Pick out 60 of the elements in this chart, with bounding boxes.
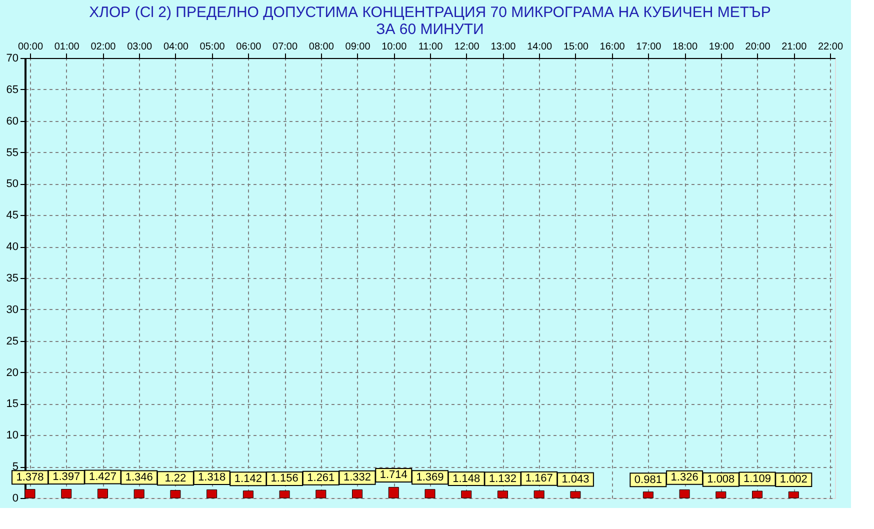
data-label: 1.142	[234, 472, 262, 485]
x-tick-label: 02:00	[90, 42, 116, 52]
x-tick-label: 13:00	[490, 42, 516, 52]
y-tick-label: 10	[6, 430, 18, 442]
data-label: 1.109	[744, 473, 772, 486]
data-label: 1.397	[52, 471, 80, 484]
x-tick-label: 17:00	[636, 42, 662, 52]
data-label: 1.714	[380, 469, 408, 482]
x-tick-label: 09:00	[345, 42, 371, 52]
y-tick-label: 70	[6, 52, 18, 64]
data-label: 1.261	[307, 472, 335, 484]
y-tick-label: 55	[6, 146, 18, 159]
data-label: 1.378	[16, 471, 44, 484]
x-tick-label: 11:00	[418, 42, 444, 52]
x-tick-label: 05:00	[200, 42, 226, 52]
y-tick-label: 30	[6, 304, 18, 316]
text: ЗА 60 МИНУТИ	[376, 21, 484, 38]
x-tick-label: 07:00	[272, 42, 298, 52]
data-label: 1.156	[270, 472, 298, 485]
y-tick-label: 45	[6, 210, 18, 222]
x-tick-label: 01:00	[54, 42, 80, 52]
data-label: 1.326	[670, 472, 698, 484]
data-label: 0.981	[634, 474, 662, 486]
data-label: 1.427	[88, 471, 116, 484]
y-tick-label: 35	[6, 272, 18, 284]
data-label: 1.332	[344, 472, 372, 484]
y-tick-label: 25	[6, 335, 18, 348]
x-tick-label: 00:00	[18, 42, 44, 52]
y-tick-label: 15	[6, 398, 18, 410]
data-label: 1.346	[125, 472, 153, 484]
data-label: 1.22	[164, 472, 186, 484]
x-tick-label: 12:00	[454, 42, 480, 52]
data-label: 1.369	[416, 471, 444, 484]
x-tick-label: 04:00	[163, 42, 189, 52]
x-tick-label: 03:00	[127, 42, 153, 52]
y-tick-label: 65	[6, 84, 18, 96]
data-label: 1.008	[707, 474, 735, 486]
y-tick-label: 20	[6, 366, 18, 379]
data-label: 1.148	[452, 472, 480, 485]
data-label: 1.132	[488, 472, 516, 485]
x-tick-label: 08:00	[308, 42, 334, 52]
data-label: 1.043	[562, 473, 590, 486]
x-tick-label: 06:00	[236, 42, 262, 52]
data-label: 1.167	[525, 472, 553, 485]
text: ХЛОР (Cl 2) ПРЕДЕЛНО ДОПУСТИМА КОНЦЕНТРАЦИЯ 70 МИКРОГРАМА НА КУБИЧЕН МЕТЪР	[89, 4, 771, 21]
x-tick-label: 16:00	[600, 42, 626, 52]
y-tick-label: 40	[6, 241, 18, 254]
x-tick-label: 14:00	[527, 42, 553, 52]
x-tick-label: 20:00	[745, 42, 771, 52]
y-tick-label: 60	[6, 115, 18, 128]
y-tick-label: 0	[12, 492, 18, 504]
data-label: 1.318	[198, 472, 226, 484]
x-tick-label: 10:00	[382, 42, 408, 52]
x-tick-label: 18:00	[672, 42, 698, 52]
x-tick-label: 22:00	[818, 42, 844, 52]
data-label: 1.002	[780, 474, 808, 486]
y-tick-label: 50	[6, 178, 18, 190]
x-tick-label: 15:00	[563, 42, 589, 52]
x-tick-label: 21:00	[782, 42, 808, 52]
x-tick-label: 19:00	[708, 42, 734, 52]
